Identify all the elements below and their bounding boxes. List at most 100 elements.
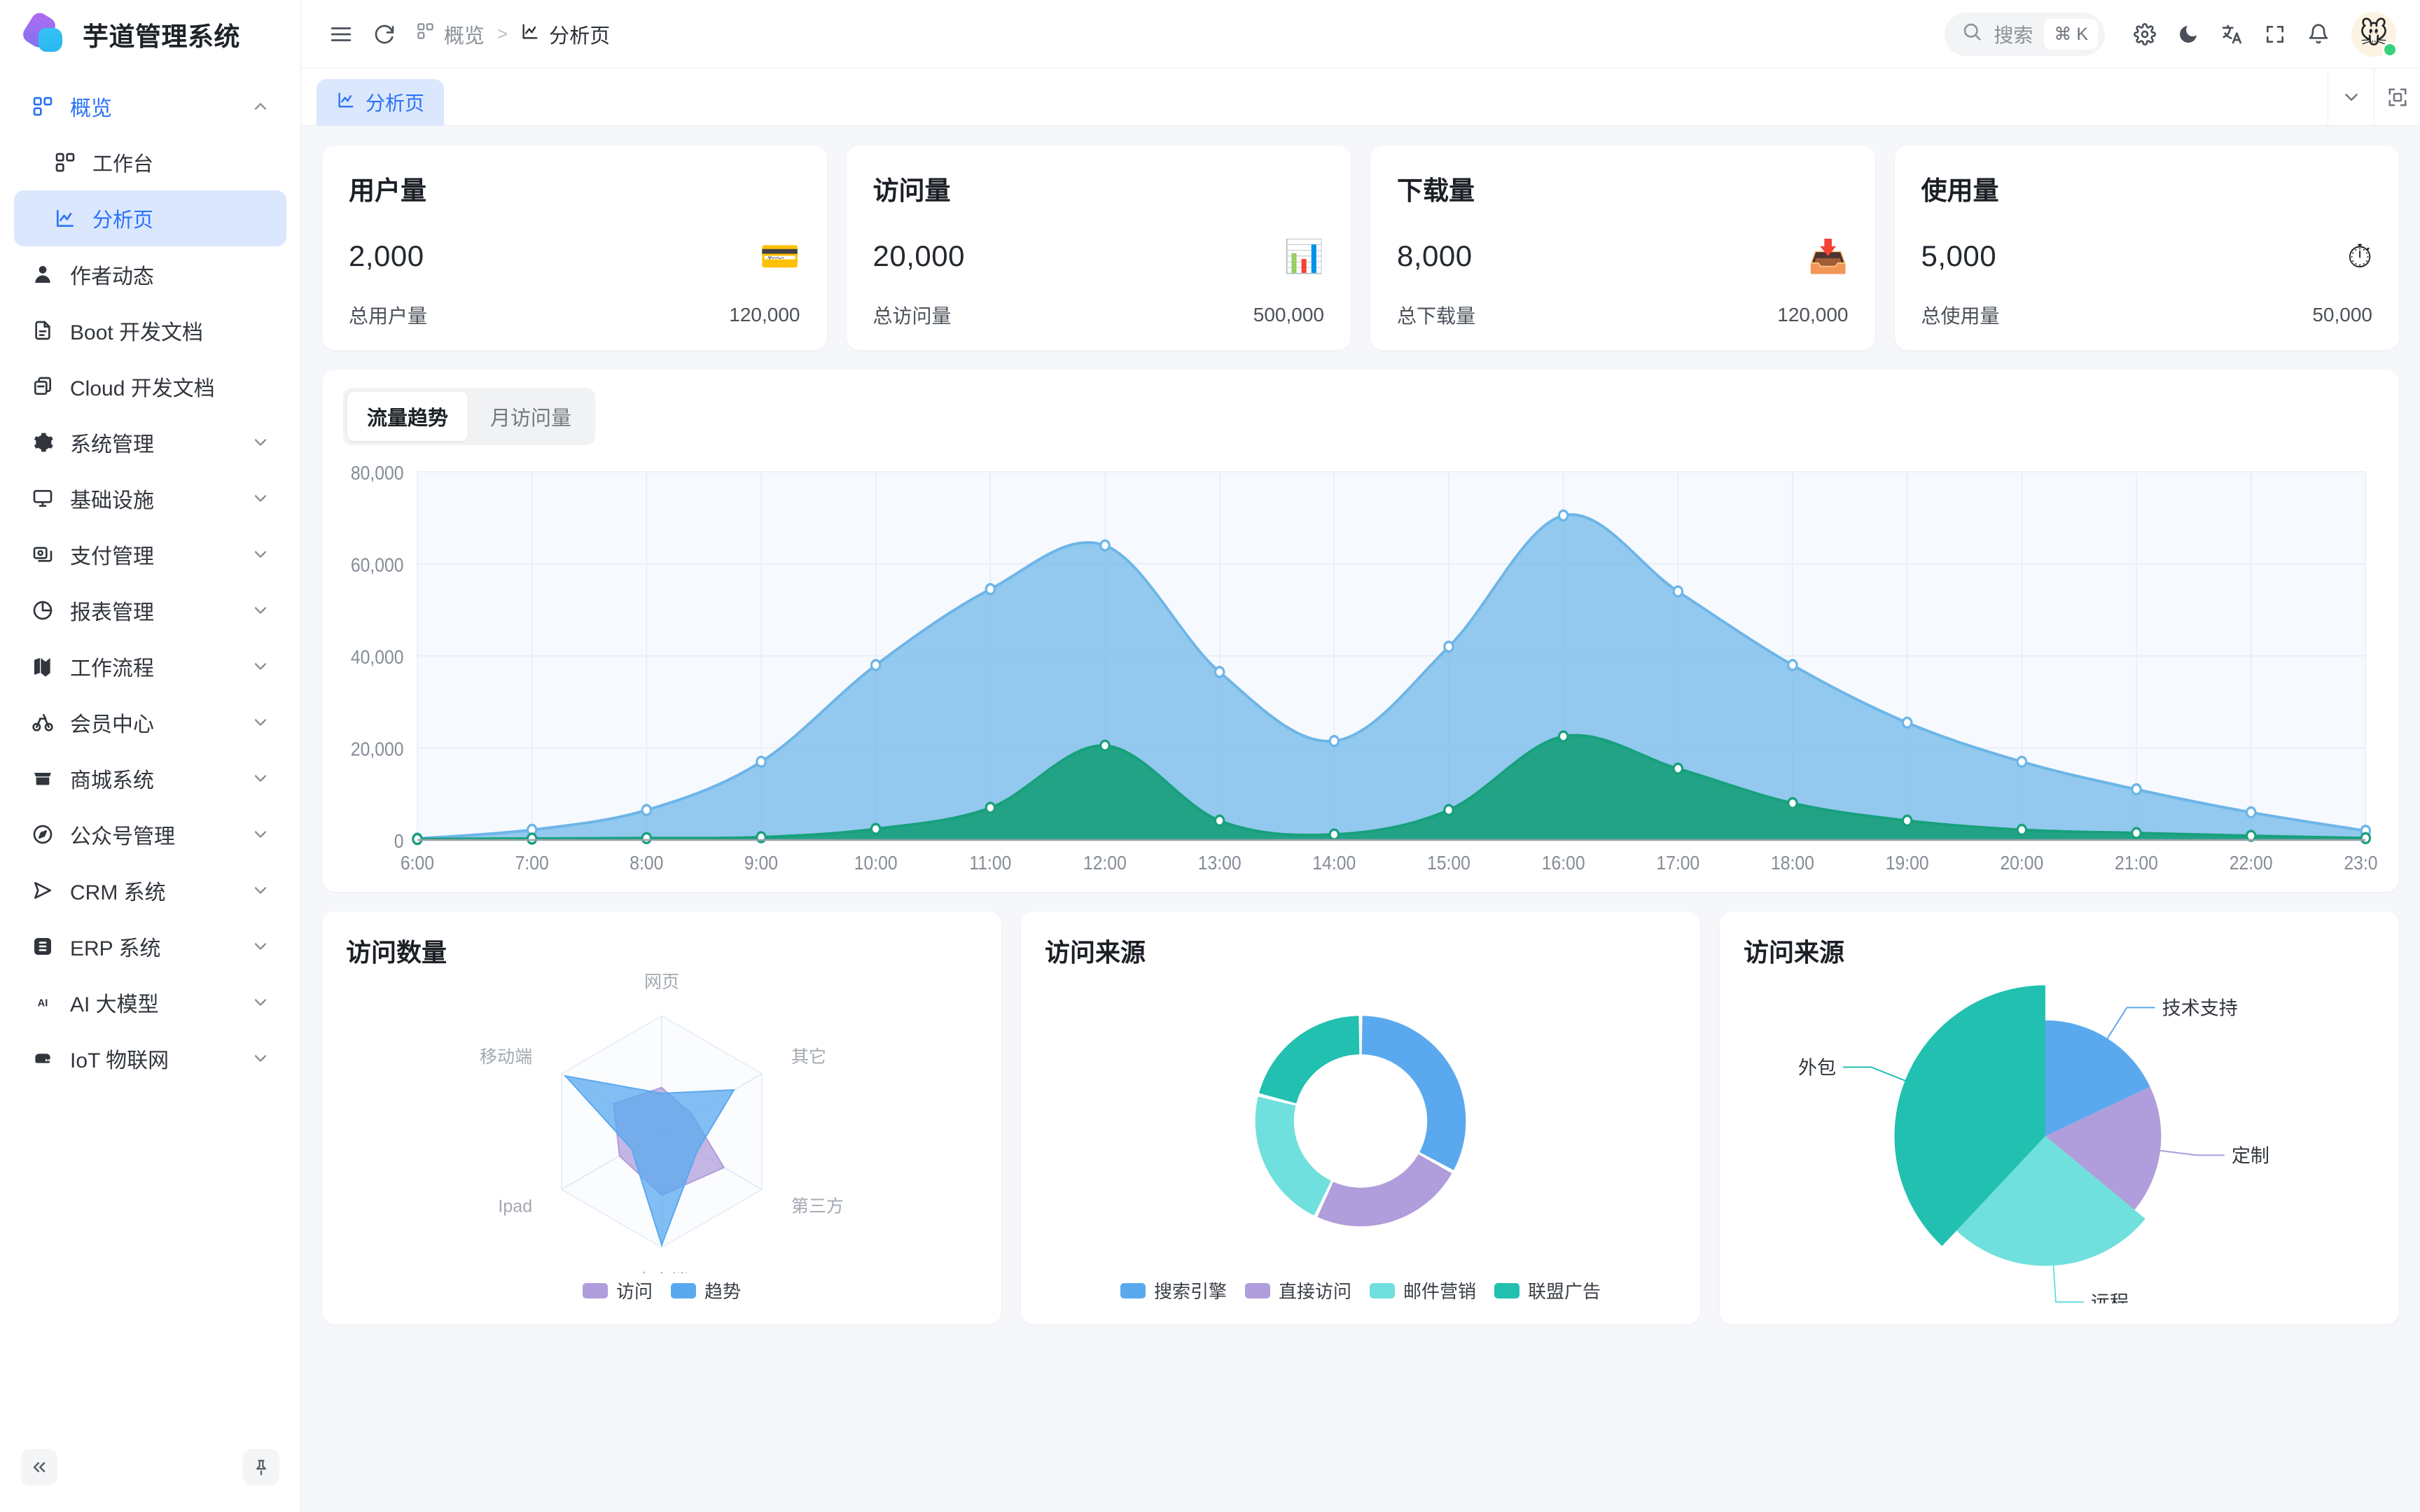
stat-card-total-label: 总下载量 xyxy=(1397,305,1476,327)
sidebar-item-工作流程[interactable]: 工作流程 xyxy=(14,638,286,694)
chevron-down-icon[interactable] xyxy=(249,993,272,1012)
stat-card-footer: 总用户量 120,000 xyxy=(349,301,800,329)
stat-card-total-label: 总使用量 xyxy=(1921,305,2000,327)
hamburger-icon[interactable] xyxy=(319,13,363,56)
sidebar-item-iot-物联网[interactable]: IoT 物联网 xyxy=(14,1030,286,1086)
chevron-down-icon[interactable] xyxy=(249,1049,272,1068)
svg-text:网页: 网页 xyxy=(644,972,679,992)
stat-card-title: 使用量 xyxy=(1921,176,1999,205)
grid-icon xyxy=(416,22,435,46)
legend-item[interactable]: 趋势 xyxy=(671,1278,741,1303)
svg-text:15:00: 15:00 xyxy=(1427,852,1470,874)
fullscreen-icon[interactable] xyxy=(2253,13,2297,56)
svg-text:Ipad: Ipad xyxy=(498,1196,532,1216)
trend-tab-monthly[interactable]: 月访问量 xyxy=(490,407,572,430)
sidebar-item-作者动态[interactable]: 作者动态 xyxy=(14,246,286,302)
svg-text:第三方: 第三方 xyxy=(791,1196,844,1216)
sidebar-item-支付管理[interactable]: 支付管理 xyxy=(14,526,286,582)
chevron-down-icon[interactable] xyxy=(2328,69,2374,125)
chevron-down-icon[interactable] xyxy=(249,433,272,452)
svg-text:定制: 定制 xyxy=(2232,1145,2269,1166)
sidebar-item-cloud-开发文档[interactable]: Cloud 开发文档 xyxy=(14,358,286,414)
avatar[interactable]: 🐭 xyxy=(2351,11,2398,57)
search-shortcut: ⌘ K xyxy=(2044,18,2098,50)
sidebar-item-报表管理[interactable]: 报表管理 xyxy=(14,582,286,638)
sidebar-item-分析页[interactable]: 分析页 xyxy=(14,190,286,246)
chevron-down-icon[interactable] xyxy=(249,769,272,788)
chart-icon xyxy=(336,90,356,115)
legend-item[interactable]: 访问 xyxy=(582,1278,653,1303)
breadcrumb: 概览 > 分析页 xyxy=(416,20,610,49)
legend-label: 趋势 xyxy=(704,1281,742,1302)
translate-icon[interactable] xyxy=(2210,13,2253,56)
sidebar-item-crm-系统[interactable]: CRM 系统 xyxy=(14,862,286,918)
legend-item[interactable]: 直接访问 xyxy=(1244,1278,1351,1303)
chevron-down-icon[interactable] xyxy=(249,881,272,900)
tab-analysis[interactable]: 分析页 xyxy=(317,79,445,125)
bell-icon[interactable] xyxy=(2297,13,2340,56)
breadcrumb-label: 概览 xyxy=(444,24,485,48)
chevron-down-icon[interactable] xyxy=(249,489,272,508)
sidebar-item-boot-开发文档[interactable]: Boot 开发文档 xyxy=(14,302,286,358)
chevron-down-icon[interactable] xyxy=(249,601,272,620)
svg-text:14:00: 14:00 xyxy=(1312,852,1356,874)
sidebar-item-系统管理[interactable]: 系统管理 xyxy=(14,414,286,470)
moon-icon[interactable] xyxy=(2167,13,2210,56)
trend-tab-traffic[interactable]: 流量趋势 xyxy=(347,392,468,441)
sidebar-item-erp-系统[interactable]: ERP 系统 xyxy=(14,918,286,974)
stat-card: 下载量 8,000 📥 总下载量 120,000 xyxy=(1370,146,1875,350)
chevron-down-icon[interactable] xyxy=(249,657,272,676)
legend-item[interactable]: 搜索引擎 xyxy=(1120,1278,1227,1303)
gear-icon[interactable] xyxy=(2123,13,2167,56)
sidebar-item-ai-大模型[interactable]: AI AI 大模型 xyxy=(14,974,286,1030)
sidebar-item-label: 基础设施 xyxy=(70,489,154,512)
chevron-down-icon[interactable] xyxy=(249,545,272,564)
stat-card-total-value: 500,000 xyxy=(1253,304,1324,326)
gear-icon xyxy=(29,431,56,454)
sidebar-item-工作台[interactable]: 工作台 xyxy=(14,134,286,190)
sidebar-item-商城系统[interactable]: 商城系统 xyxy=(14,750,286,806)
pin-icon[interactable] xyxy=(243,1449,279,1485)
sidebar-item-label: 工作流程 xyxy=(70,657,154,680)
svg-text:7:00: 7:00 xyxy=(515,852,549,874)
chevron-down-icon[interactable] xyxy=(249,713,272,732)
refresh-icon[interactable] xyxy=(363,13,406,56)
breadcrumb-item-overview[interactable]: 概览 xyxy=(416,20,485,49)
collapse-left-icon[interactable] xyxy=(21,1449,57,1485)
bike-icon xyxy=(29,711,56,734)
rose-panel: 访问来源 技术支持 定制 远程 外包 xyxy=(1720,911,2399,1324)
sidebar-item-label: 作者动态 xyxy=(70,265,154,288)
donut-panel: 访问来源 搜索引擎 直接访问 邮件营销 联盟广告 xyxy=(1021,911,1700,1324)
maximize-icon[interactable] xyxy=(2374,69,2420,125)
search-input[interactable]: 搜索 ⌘ K xyxy=(1945,12,2105,56)
sidebar-item-会员中心[interactable]: 会员中心 xyxy=(14,694,286,750)
stat-card-main: 5,000 ⏱ xyxy=(1921,230,2373,283)
sidebar-menu: 概览 工作台 分析页作者动态 Boot 开发文档 Cloud 开发文档 系统管理基础设施支… xyxy=(0,69,300,1435)
svg-text:18:00: 18:00 xyxy=(1771,852,1814,874)
legend-item[interactable]: 邮件营销 xyxy=(1370,1278,1476,1303)
breadcrumb-item-analysis[interactable]: 分析页 xyxy=(520,20,610,49)
sidebar-item-概览[interactable]: 概览 xyxy=(14,78,286,134)
compass-icon xyxy=(29,823,56,846)
tab-bar: 分析页 xyxy=(301,69,2420,126)
breadcrumb-separator: > xyxy=(497,23,508,44)
svg-text:60,000: 60,000 xyxy=(351,554,404,576)
stat-card-main: 20,000 📊 xyxy=(873,230,1325,283)
chevron-up-icon[interactable] xyxy=(249,97,272,116)
chevron-down-icon[interactable] xyxy=(249,825,272,844)
top-bar: 概览 > 分析页 搜索 ⌘ K xyxy=(301,0,2420,69)
stat-card-value: 2,000 xyxy=(349,239,424,272)
main-area: 概览 > 分析页 搜索 ⌘ K xyxy=(301,0,2420,1512)
chevron-down-icon[interactable] xyxy=(249,937,272,956)
sidebar-item-公众号管理[interactable]: 公众号管理 xyxy=(14,806,286,862)
sidebar-item-label: IoT 物联网 xyxy=(70,1049,169,1072)
status-badge xyxy=(2382,41,2398,57)
stat-card-title: 访问量 xyxy=(872,176,951,205)
donut-chart xyxy=(1045,969,1676,1273)
tab-label: 分析页 xyxy=(366,92,425,114)
app-logo[interactable]: 芋道管理系统 xyxy=(0,0,300,69)
stat-card: 用户量 2,000 💳 总用户量 120,000 xyxy=(322,146,827,350)
sidebar-item-基础设施[interactable]: 基础设施 xyxy=(14,470,286,526)
legend-item[interactable]: 联盟广告 xyxy=(1494,1278,1601,1303)
stat-card-main: 8,000 📥 xyxy=(1397,230,1849,283)
